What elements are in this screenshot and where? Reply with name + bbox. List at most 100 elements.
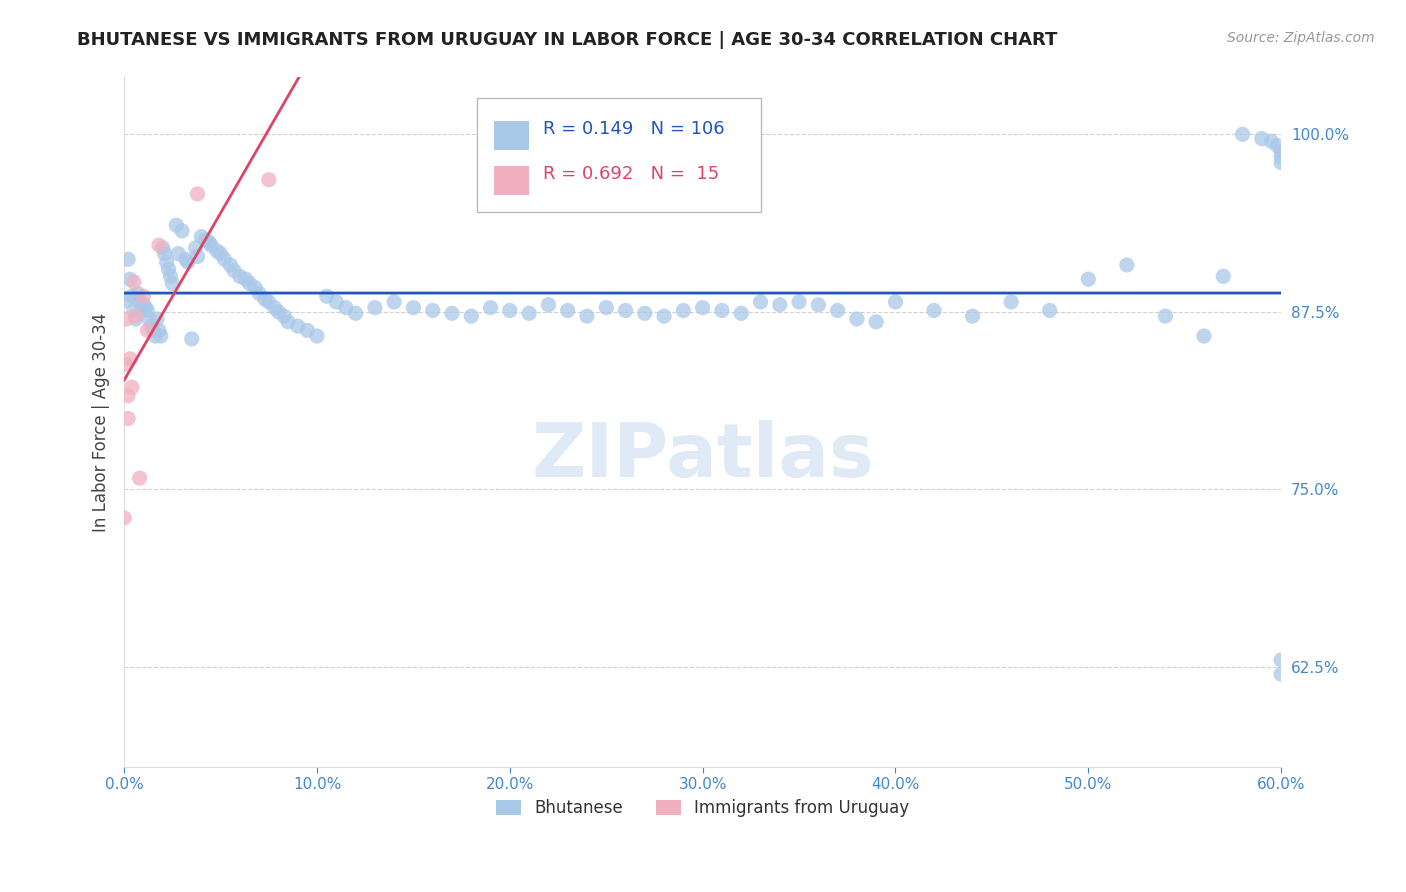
Point [1115,258,1137,272]
Point [460,309,482,323]
Point [115,312,138,326]
Point [122,303,145,318]
Point [117,411,139,425]
Point [1232,128,1254,142]
Point [537,298,560,312]
Point [325,294,347,309]
Point [257,173,280,187]
Point [1270,145,1292,159]
Point [575,309,598,323]
Point [247,286,270,301]
Point [1212,269,1234,284]
Bar [477,98,761,211]
Point [1039,303,1062,318]
Point [128,294,150,309]
Point [148,238,170,252]
Point [692,301,714,315]
Point [149,329,172,343]
Y-axis label: In Labor Force | Age 30-34: In Labor Force | Age 30-34 [93,312,110,532]
Point [165,218,187,232]
Point [198,235,221,250]
Point [710,303,733,318]
Point [479,301,502,315]
Point [1250,131,1272,145]
Point [305,329,328,343]
Point [229,269,252,284]
Point [214,252,236,267]
Point [1270,667,1292,681]
Point [194,232,217,246]
Point [440,306,463,320]
Point [884,294,907,309]
Point [634,306,657,320]
Point [422,303,444,318]
Point [128,471,150,485]
Point [1270,653,1292,667]
Point [315,289,337,303]
Point [180,332,202,346]
Bar [495,166,529,194]
Point [557,303,579,318]
Point [235,272,257,286]
Point [121,380,143,394]
Point [335,301,357,315]
Point [131,303,153,318]
Point [138,312,160,326]
Text: ZIPatlas: ZIPatlas [531,420,875,493]
Point [263,301,285,315]
Point [672,303,695,318]
Point [273,309,295,323]
Point [253,292,276,306]
Point [769,298,792,312]
Point [1192,329,1215,343]
Point [184,241,207,255]
Point [730,306,752,320]
Point [1077,272,1099,286]
Text: Source: ZipAtlas.com: Source: ZipAtlas.com [1227,31,1375,45]
Point [146,312,169,326]
Point [170,224,193,238]
Text: R = 0.149   N = 106: R = 0.149 N = 106 [543,120,724,138]
Point [167,246,190,260]
Point [132,289,155,303]
Point [132,298,155,312]
Point [827,303,849,318]
Legend: Bhutanese, Immigrants from Uruguay: Bhutanese, Immigrants from Uruguay [489,792,917,823]
Point [136,303,159,318]
Point [219,258,242,272]
Point [177,255,200,269]
Point [652,309,675,323]
Point [807,298,830,312]
Point [224,263,246,277]
Point [205,244,228,258]
Point [364,301,387,315]
Point [190,229,212,244]
Point [157,262,180,277]
Point [153,246,176,260]
Point [112,511,135,525]
Point [1270,150,1292,164]
Point [118,351,141,366]
Point [141,319,163,334]
Point [162,277,184,291]
Point [1260,134,1282,148]
Point [267,305,290,319]
Point [134,301,156,315]
Point [517,306,540,320]
Point [143,329,166,343]
Point [200,238,222,252]
Point [148,323,170,337]
Point [115,293,138,308]
Point [125,309,148,323]
Point [152,241,174,255]
Point [122,275,145,289]
Point [245,281,267,295]
Point [117,252,139,267]
Text: R = 0.692   N =  15: R = 0.692 N = 15 [543,165,720,183]
Point [865,315,887,329]
Point [749,294,772,309]
Point [1265,138,1288,153]
Point [115,358,138,372]
Point [186,186,208,201]
Point [402,301,425,315]
